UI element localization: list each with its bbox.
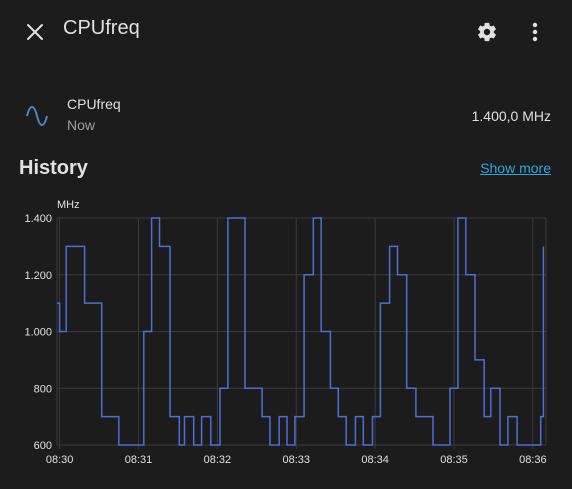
series-line [57,217,545,446]
history-heading: History [19,157,88,179]
show-more-link[interactable]: Show more [480,160,551,176]
settings-button[interactable] [467,12,507,52]
more-options-button[interactable] [515,12,555,52]
x-tick-label: 08:30 [46,454,74,466]
entity-last-changed: Now [67,117,96,133]
x-tick-label: 08:33 [282,454,310,466]
gear-icon [478,22,496,42]
entity-state-value: 1.400,0 MHz [471,108,551,124]
x-tick-label: 08:34 [361,454,389,466]
close-button[interactable] [15,12,55,52]
x-tick-label: 08:31 [125,454,153,466]
x-tick-label: 08:35 [440,454,468,466]
entity-name: CPUfreq [67,96,121,112]
y-tick-label: 600 [34,440,52,452]
y-tick-label: 1.000 [24,327,52,339]
dialog-header: CPUfreq [0,0,572,62]
y-axis-unit-label: MHz [57,199,80,211]
y-tick-label: 1.400 [24,213,52,225]
history-chart[interactable]: 600 800 1.000 1.200 1.400 08:30 08:31 08:32 08:… [0,190,572,480]
entity-row: CPUfreq Now 1.400,0 MHz [0,86,572,146]
x-tick-label: 08:32 [204,454,232,466]
more-vertical-icon [532,22,538,42]
sine-wave-icon [26,106,48,126]
x-tick-label: 08:36 [519,454,547,466]
y-tick-label: 800 [34,383,52,395]
close-icon [27,24,43,40]
y-tick-label: 1.200 [24,270,52,282]
dialog-title: CPUfreq [63,17,140,39]
